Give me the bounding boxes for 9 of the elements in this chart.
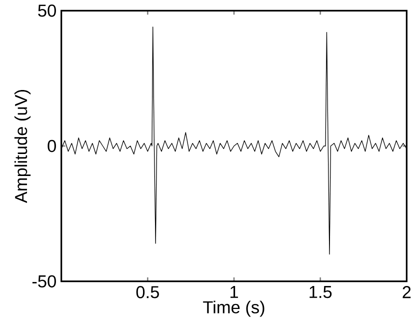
x-axis-title: Time (s) bbox=[203, 300, 264, 317]
y-tick-label: -50 bbox=[32, 275, 56, 288]
x-tick-label: 0.5 bbox=[136, 286, 159, 298]
y-axis-title: Amplitude (uV) bbox=[14, 90, 31, 204]
x-tick-label: 1 bbox=[230, 286, 238, 298]
x-tick-label: 2 bbox=[402, 286, 411, 298]
y-tick-label: 0 bbox=[48, 140, 56, 152]
x-tick-label: 1.5 bbox=[310, 286, 332, 298]
y-tick-label: 50 bbox=[38, 4, 56, 17]
